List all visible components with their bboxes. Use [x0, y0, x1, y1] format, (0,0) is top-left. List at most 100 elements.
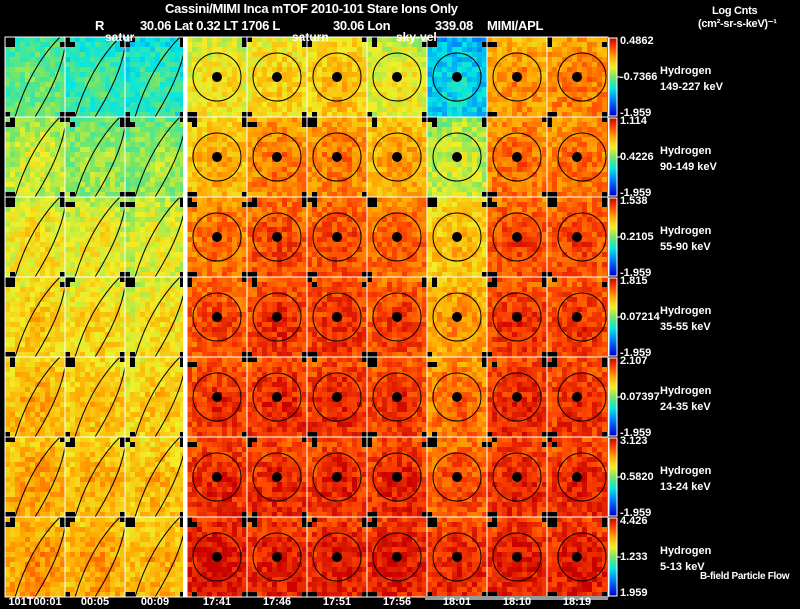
energy-channel-label: Hydrogen 24-35 keV: [660, 383, 711, 415]
contour-line: [74, 276, 121, 358]
contour-line: [94, 286, 126, 358]
planet-marker: [512, 232, 522, 242]
inca-image-panel: [307, 117, 367, 197]
planet-marker: [272, 552, 282, 562]
contour-line: [192, 212, 242, 262]
planet-marker: [272, 472, 282, 482]
contour-line: [372, 372, 422, 422]
colorbar-max-label: 4.426: [620, 515, 648, 527]
contour-line: [372, 52, 422, 102]
colorbar-mid-label: 1.233: [620, 551, 648, 563]
inca-image-panel: [187, 357, 247, 437]
contour-line: [557, 132, 607, 182]
inca-image-panel: [427, 37, 487, 117]
contour-line: [312, 132, 362, 182]
contour-line: [252, 212, 302, 262]
inca-image-panel: [5, 516, 66, 598]
bfield-particle-flow-legend: B-field Particle Flow: [700, 571, 790, 582]
x-tick-label: 18:01: [442, 596, 472, 608]
inca-image-panel: [187, 197, 247, 277]
colorbar: [608, 277, 618, 357]
colorbar-mid-label: 0.07214: [620, 311, 660, 323]
contour-line: [312, 52, 362, 102]
colorbar: [608, 37, 618, 117]
colorbar-max-label: 0.4862: [620, 35, 654, 47]
planet-marker: [392, 312, 402, 322]
contour-line: [372, 132, 422, 182]
colorbar-min-label: -1.959: [620, 267, 652, 279]
position-lon: 30.06 Lon: [333, 18, 391, 33]
grid-frame: [4, 36, 609, 598]
planet-marker: [572, 392, 582, 402]
inca-image-panel: [307, 437, 367, 517]
contour-line: [432, 372, 482, 422]
inca-image-panel: [247, 117, 307, 197]
contour-line: [74, 116, 121, 198]
species-label: Hydrogen: [660, 145, 712, 157]
inca-image-panel: [247, 517, 307, 597]
inca-image-panel: [125, 516, 186, 598]
inca-image-panel: [5, 196, 66, 278]
inca-image-panel: [187, 117, 247, 197]
x-tick-label: 18:10: [502, 596, 532, 608]
planet-marker: [212, 552, 222, 562]
planet-marker: [452, 552, 462, 562]
inca-image-panel: [65, 356, 126, 438]
inca-image-panel: [65, 116, 126, 198]
inca-image-panel: [427, 117, 487, 197]
contour-line: [432, 532, 482, 582]
planet-marker: [272, 232, 282, 242]
contour-line: [94, 526, 126, 598]
planet-marker: [332, 72, 342, 82]
x-tick-label: 17:46: [262, 596, 292, 608]
organization-label: MIMI/APL: [487, 18, 544, 33]
colorbar-max-label: 1.815: [620, 275, 648, 287]
contour-line: [74, 196, 121, 278]
species-label: Hydrogen: [660, 385, 712, 397]
inca-image-panel: [487, 277, 547, 357]
inca-image-panel: [307, 517, 367, 597]
inca-image-panel: [187, 37, 247, 117]
planet-marker: [392, 232, 402, 242]
inca-image-panel: [247, 37, 307, 117]
inca-image-panel: [187, 517, 247, 597]
energy-range-label: 90-149 keV: [660, 161, 717, 173]
inca-image-panel: [5, 356, 66, 438]
contour-line: [14, 356, 61, 438]
inca-image-panel: [5, 276, 66, 358]
contour-line: [492, 132, 542, 182]
inca-image-panel: [487, 517, 547, 597]
colorbar-mid-label: 0.2105: [620, 231, 654, 243]
inca-image-panel: [427, 197, 487, 277]
contour-line: [432, 452, 482, 502]
inca-image-panel: [125, 196, 186, 278]
colorbar-units-line2: (cm²-sr-s-keV)⁻¹: [698, 18, 777, 30]
inca-image-panel: [65, 516, 126, 598]
planet-marker: [332, 552, 342, 562]
contour-line: [252, 132, 302, 182]
planet-marker: [332, 392, 342, 402]
energy-channel-label: Hydrogen 149-227 keV: [660, 63, 723, 95]
species-label: Hydrogen: [660, 65, 712, 77]
energy-channel-label: Hydrogen 13-24 keV: [660, 463, 711, 495]
time-gap-separator: [183, 37, 187, 597]
inca-image-panel: [367, 517, 427, 597]
position-lat-lt: 30.06 Lat 0.32 LT 1706 L: [140, 18, 280, 33]
contour-line: [492, 452, 542, 502]
time-range-bar: [425, 596, 608, 600]
contour-line: [94, 446, 126, 518]
contour-line: [134, 436, 181, 518]
inca-image-panel: [125, 36, 186, 118]
planet-marker: [212, 72, 222, 82]
contour-line: [312, 532, 362, 582]
planet-marker: [272, 152, 282, 162]
energy-channel-label: Hydrogen 90-149 keV: [660, 143, 717, 175]
colorbar-min-label: -1.959: [620, 187, 652, 199]
inca-image-panel: [367, 37, 427, 117]
planet-marker: [212, 152, 222, 162]
inca-image-panel: [5, 36, 66, 118]
inca-image-panel: [487, 357, 547, 437]
contour-line: [94, 366, 126, 438]
inca-image-panel: [547, 517, 607, 597]
contour-line: [252, 452, 302, 502]
